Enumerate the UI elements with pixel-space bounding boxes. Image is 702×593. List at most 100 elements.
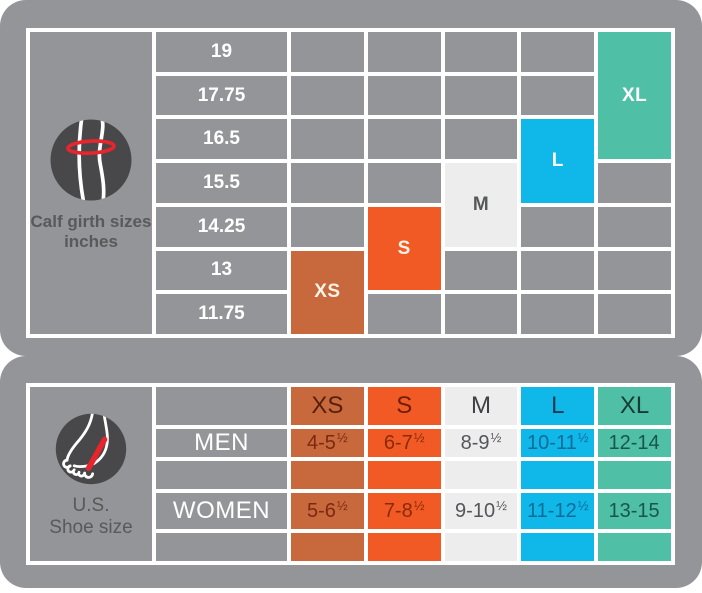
shoe-size-header-l: L <box>521 387 595 425</box>
calf-empty-cell <box>291 75 364 116</box>
calf-empty-cell <box>367 163 441 203</box>
shoe-men-value-xs: 4-5 ½ <box>291 429 364 457</box>
shoe-women-value-xs: 5-6 ½ <box>291 493 364 529</box>
shoe-color-spacer-l <box>521 533 595 561</box>
calf-row-label: 14.25 <box>156 206 287 247</box>
shoe-grid: U.S. Shoe size MEN WOMEN XS 4-5 ½ 5-6 ½ S 6-7 ½ 7-… <box>26 383 675 565</box>
calf-empty-cell <box>367 75 441 116</box>
value-fraction: ½ <box>413 497 425 513</box>
calf-empty-cell <box>521 294 595 334</box>
calf-empty-cell <box>367 119 441 160</box>
calf-empty-cell <box>444 32 518 72</box>
calf-empty-cell <box>367 32 441 72</box>
shoe-spacer-cell <box>156 461 287 489</box>
value-base: 11-12 <box>527 499 577 522</box>
shoe-men-value-l: 10-11 ½ <box>521 429 595 457</box>
calf-girth-panel: Calf girth sizes inches 19 17.75 16.5 15.5 1… <box>0 0 702 356</box>
shoe-color-spacer-xs <box>291 533 364 561</box>
shoe-men-value-m: 8-9 ½ <box>444 429 518 457</box>
foot-measure-icon <box>55 413 127 485</box>
calf-row-label: 17.75 <box>156 75 287 116</box>
shoe-color-spacer-l <box>521 461 595 489</box>
foot-front-line <box>65 413 94 462</box>
value-fraction: ½ <box>496 497 507 513</box>
calf-empty-cell <box>444 119 518 160</box>
calf-block-l: L <box>521 119 595 203</box>
icon-circle <box>50 119 132 201</box>
shoe-icon-cell: U.S. Shoe size <box>30 387 152 561</box>
shoe-size-header-xs: XS <box>291 387 364 425</box>
value-base: 6-7 <box>383 431 413 454</box>
shoe-women-value-m: 9-10 ½ <box>444 493 518 529</box>
shoe-label-line1: U.S. <box>72 495 110 517</box>
value-base: 13-15 <box>608 499 660 522</box>
value-fraction: ½ <box>336 429 348 445</box>
foot-heel-line <box>72 413 109 469</box>
shoe-color-spacer-xl <box>598 461 671 489</box>
calf-measure-icon <box>50 119 132 201</box>
shoe-size-header-s: S <box>367 387 441 425</box>
calf-empty-cell <box>291 206 364 247</box>
calf-empty-cell <box>598 206 671 247</box>
shoe-size-panel: U.S. Shoe size MEN WOMEN XS 4-5 ½ 5-6 ½ S 6-7 ½ 7-… <box>0 356 702 588</box>
calf-label-line1: Calf girth sizes <box>30 212 152 232</box>
calf-block-m: M <box>444 163 518 247</box>
shoe-size-header-m: M <box>444 387 518 425</box>
calf-block-xs: XS <box>291 250 364 334</box>
value-fraction: ½ <box>490 429 502 445</box>
shoe-measure-line <box>85 436 108 472</box>
calf-row-label: 19 <box>156 32 287 72</box>
calf-empty-cell <box>291 119 364 160</box>
shoe-women-value-l: 11-12 ½ <box>521 493 595 529</box>
shoe-color-spacer-xs <box>291 461 364 489</box>
shoe-color-spacer-m <box>444 533 518 561</box>
leg-line-right <box>97 119 106 201</box>
calf-empty-cell <box>444 250 518 291</box>
foot-toes <box>62 458 94 479</box>
value-base: 5-6 <box>307 499 336 522</box>
calf-icon-label: Calf girth sizes inches <box>31 212 152 251</box>
shoe-women-label: WOMEN <box>156 493 287 529</box>
calf-empty-cell <box>367 294 441 334</box>
shoe-icon-label: U.S. Shoe size <box>49 495 132 539</box>
calf-row-label: 15.5 <box>156 163 287 203</box>
shoe-men-value-s: 6-7 ½ <box>367 429 441 457</box>
shoe-color-spacer-s <box>367 533 441 561</box>
calf-row-label: 16.5 <box>156 119 287 160</box>
calf-row-label: 13 <box>156 250 287 291</box>
icon-circle <box>55 413 127 485</box>
shoe-color-spacer-s <box>367 461 441 489</box>
shoe-color-spacer-m <box>444 461 518 489</box>
shoe-spacer-cell <box>156 533 287 561</box>
calf-row-label: 11.75 <box>156 294 287 334</box>
leg-line-left <box>77 119 86 201</box>
value-fraction: ½ <box>577 497 589 513</box>
calf-empty-cell <box>521 250 595 291</box>
shoe-color-spacer-xl <box>598 533 671 561</box>
value-fraction: ½ <box>336 497 348 513</box>
calf-icon-cell: Calf girth sizes inches <box>30 32 152 334</box>
girth-measure-band <box>66 139 116 156</box>
value-base: 12-14 <box>608 431 660 454</box>
shoe-men-label: MEN <box>156 429 287 457</box>
value-base: 7-8 <box>383 499 413 522</box>
calf-empty-cell <box>521 32 595 72</box>
calf-empty-cell <box>444 294 518 334</box>
value-fraction: ½ <box>577 429 589 445</box>
shoe-corner-cell <box>156 387 287 425</box>
shoe-label-line2: Shoe size <box>49 517 133 538</box>
calf-grid: Calf girth sizes inches 19 17.75 16.5 15.5 1… <box>26 28 675 338</box>
calf-block-xl: XL <box>598 32 671 160</box>
value-base: 9-10 <box>455 499 496 522</box>
calf-empty-cell <box>521 75 595 116</box>
value-base: 4-5 <box>307 431 336 454</box>
shoe-women-value-xl: 13-15 <box>598 493 671 529</box>
calf-block-s: S <box>367 206 441 291</box>
shoe-men-value-xl: 12-14 <box>598 429 671 457</box>
value-base: 10-11 <box>527 431 577 454</box>
value-fraction: ½ <box>413 429 425 445</box>
value-base: 8-9 <box>460 431 490 454</box>
calf-empty-cell <box>598 163 671 203</box>
calf-empty-cell <box>598 294 671 334</box>
calf-label-line2: inches <box>64 232 118 251</box>
